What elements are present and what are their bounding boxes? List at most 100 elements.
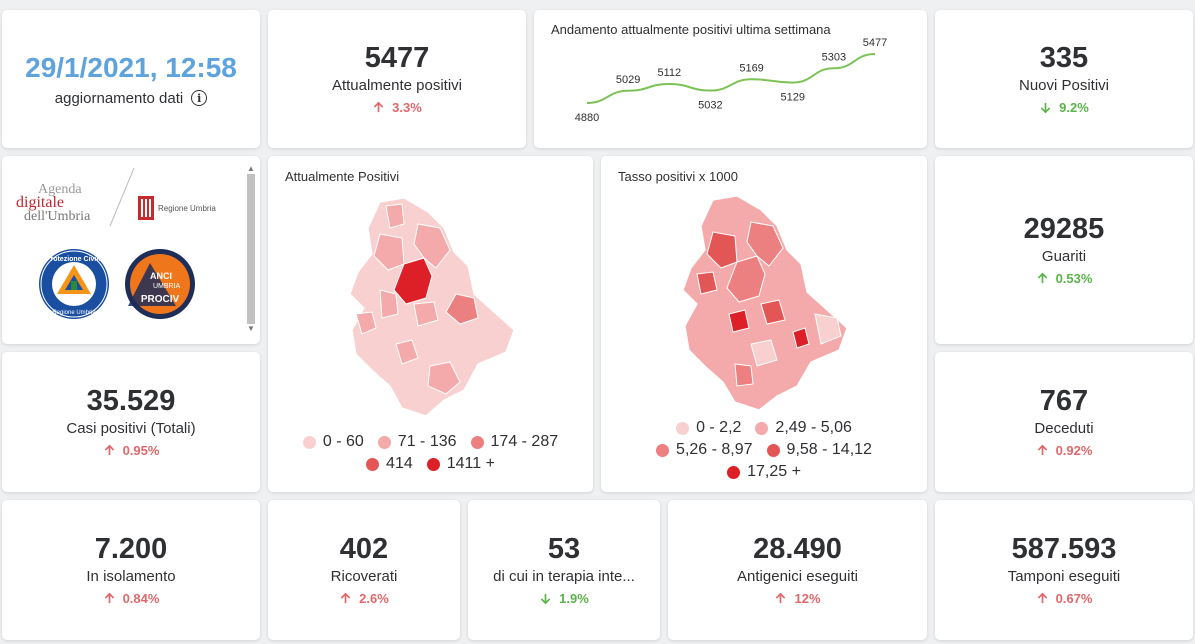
trend-data-label: 5129	[780, 92, 804, 104]
arrow-down-icon	[540, 593, 551, 605]
kpi-change: 2.6%	[339, 591, 389, 606]
scroll-down-icon[interactable]: ▼	[247, 324, 255, 333]
map-tasso-umbria	[682, 195, 848, 411]
legend-item: 2,49 - 5,06	[755, 419, 852, 437]
trend-data-label: 5032	[698, 100, 722, 112]
arrow-up-icon	[340, 592, 351, 603]
kpi-value: 29285	[1023, 213, 1105, 246]
trend-title: Andamento attualmente positivi ultima se…	[551, 22, 831, 37]
kpi-label: Guariti	[1041, 247, 1087, 265]
kpi-label: Tamponi eseguiti	[1007, 567, 1121, 585]
legend-dot	[676, 421, 690, 435]
trend-data-label: 5029	[616, 74, 640, 86]
arrow-up-icon	[1037, 444, 1047, 455]
kpi-terapia-intensiva: 53 di cui in terapia inte... 1.9%	[468, 500, 660, 640]
arrow-up-icon	[776, 592, 786, 603]
trend-data-label: 5169	[739, 62, 763, 74]
map-tasso-legend: 0 - 2,2 2,49 - 5,06 5,26 - 8,97 9,58 - 1…	[601, 419, 927, 481]
regione-umbria-logo: Regione Umbria	[138, 196, 216, 220]
last-update-card: 29/1/2021, 12:58 aggiornamento dati i	[2, 10, 260, 148]
logos-card: Agenda digitale dell'Umbria Regione Umbr…	[2, 156, 260, 344]
kpi-tamponi: 587.593 Tamponi eseguiti 0.67%	[935, 500, 1193, 640]
kpi-change: 1.9%	[539, 591, 589, 606]
legend-item: 1411 +	[426, 455, 495, 473]
kpi-isolamento: 7.200 In isolamento 0.84%	[2, 500, 260, 640]
kpi-change: 0.67%	[1036, 590, 1093, 606]
update-label: aggiornamento dati	[54, 89, 184, 107]
svg-text:ANCI: ANCI	[150, 271, 172, 281]
kpi-change-value: 0.53%	[1055, 270, 1093, 286]
kpi-value: 335	[1039, 42, 1089, 75]
arrow-up-icon	[104, 592, 114, 603]
legend-dot	[727, 465, 741, 479]
kpi-value: 767	[1039, 385, 1089, 418]
map-positivi-legend: 0 - 60 71 - 136 174 - 287 414 1411 +	[268, 433, 593, 473]
kpi-change-value: 0.67%	[1055, 590, 1093, 606]
legend-dot	[656, 443, 670, 457]
kpi-label: Casi positivi (Totali)	[66, 419, 196, 437]
kpi-ricoverati: 402 Ricoverati 2.6%	[268, 500, 460, 640]
kpi-change: 9.2%	[1039, 100, 1089, 115]
kpi-change: 0.92%	[1036, 442, 1093, 458]
kpi-change-value: 9.2%	[1059, 99, 1089, 115]
svg-text:PROCIV: PROCIV	[141, 294, 180, 305]
kpi-change: 3.3%	[372, 100, 422, 115]
trend-data-label: 5477	[863, 37, 887, 49]
kpi-change: 0.84%	[103, 591, 159, 606]
kpi-value: 35.529	[86, 385, 176, 418]
kpi-casi-totali: 35.529 Casi positivi (Totali) 0.95%	[2, 352, 260, 492]
scroll-thumb[interactable]	[247, 174, 255, 324]
trend-series-line	[586, 53, 876, 104]
svg-text:Protezione Civile: Protezione Civile	[46, 256, 103, 263]
anci-umbria-prociv-logo: ANCI UMBRIA PROCIV	[125, 249, 195, 319]
legend-dot	[470, 435, 484, 449]
kpi-change-value: 0.95%	[122, 442, 160, 458]
scroll-up-icon[interactable]: ▲	[247, 164, 255, 173]
kpi-change: 0.53%	[1036, 270, 1093, 286]
regione-umbria-emblem-icon	[138, 196, 154, 220]
divider-slash	[109, 167, 135, 227]
svg-text:UMBRIA: UMBRIA	[153, 283, 181, 290]
kpi-change-value: 0.92%	[1055, 442, 1093, 458]
legend-dot	[426, 457, 440, 471]
svg-text:Regione Umbria: Regione Umbria	[52, 310, 96, 316]
arrow-up-icon	[1037, 592, 1047, 603]
kpi-label: Antigenici eseguiti	[737, 567, 858, 585]
arrow-up-icon	[373, 101, 384, 112]
map-positivi-card: Attualmente Positivi 0 - 60 71 - 136 174…	[268, 156, 593, 492]
legend-item: 71 - 136	[377, 433, 457, 451]
kpi-change-value: 2.6%	[359, 590, 389, 606]
kpi-change: 12%	[774, 590, 821, 606]
legend-item: 5,26 - 8,97	[656, 441, 753, 459]
kpi-change-value: 12%	[794, 590, 821, 606]
kpi-label: di cui in terapia inte...	[493, 567, 635, 585]
kpi-label: Deceduti	[1034, 419, 1094, 437]
kpi-value: 587.593	[1011, 533, 1117, 566]
legend-item: 414	[366, 455, 413, 473]
map-positivi-title: Attualmente Positivi	[285, 169, 400, 184]
legend-item: 17,25 +	[727, 463, 801, 481]
map-tasso-title: Tasso positivi x 1000	[618, 169, 738, 184]
arrow-up-icon	[1037, 272, 1047, 283]
agenda-digitale-logo: Agenda digitale dell'Umbria	[16, 182, 91, 224]
kpi-value: 53	[547, 533, 581, 566]
kpi-label: Attualmente positivi	[331, 76, 463, 94]
info-icon[interactable]: i	[191, 90, 208, 106]
kpi-value: 402	[339, 533, 389, 566]
kpi-deceduti: 767 Deceduti 0.92%	[935, 352, 1193, 492]
protezione-civile-logo: Protezione Civile Regione Umbria	[39, 249, 109, 319]
kpi-label: Nuovi Positivi	[1018, 76, 1110, 94]
kpi-guariti: 29285 Guariti 0.53%	[935, 156, 1193, 344]
kpi-change-value: 1.9%	[559, 590, 589, 606]
map-positivi-umbria	[349, 197, 515, 417]
legend-item: 0 - 60	[302, 433, 364, 451]
logos-scrollbar[interactable]: ▲ ▼	[245, 164, 257, 336]
legend-item: 174 - 287	[470, 433, 558, 451]
kpi-change: 0.95%	[103, 442, 160, 458]
kpi-change-value: 3.3%	[392, 99, 422, 115]
legend-dot	[377, 435, 391, 449]
kpi-antigenici: 28.490 Antigenici eseguiti 12%	[668, 500, 927, 640]
legend-item: 9,58 - 14,12	[766, 441, 872, 459]
kpi-attualmente-positivi: 5477 Attualmente positivi 3.3%	[268, 10, 526, 148]
trend-data-label: 5303	[822, 51, 846, 63]
